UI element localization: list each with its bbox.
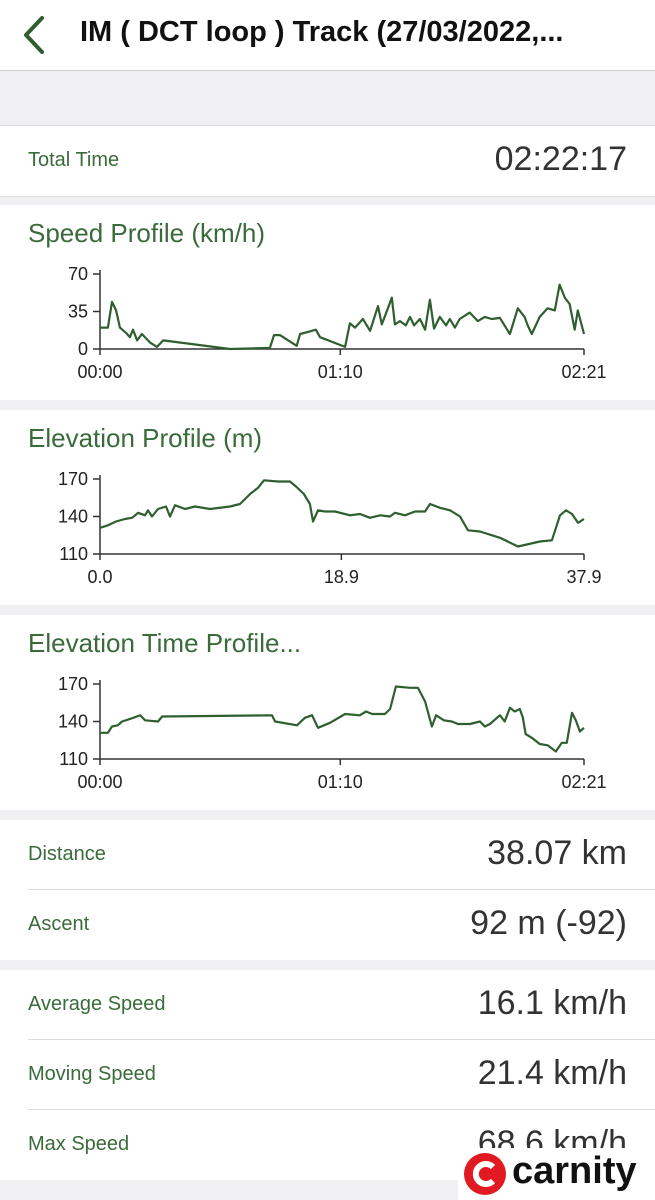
y-tick-label: 140: [58, 712, 88, 732]
row-divider: [28, 1039, 655, 1040]
watermark: carnity: [458, 1148, 655, 1200]
watermark-text: carnity: [512, 1150, 637, 1192]
row-value: 02:22:17: [494, 140, 627, 178]
y-tick-label: 0: [78, 339, 88, 359]
x-tick-label: 01:10: [318, 362, 363, 382]
back-button[interactable]: [14, 10, 54, 60]
stat-row: Average Speed 16.1 km/h: [0, 970, 655, 1040]
x-tick-label: 02:21: [561, 362, 606, 382]
page-title: IM ( DCT loop ) Track (27/03/2022,...: [80, 16, 564, 48]
y-tick-label: 170: [58, 469, 88, 489]
watermark-icon: [464, 1153, 506, 1195]
x-tick-label: 00:00: [77, 362, 122, 382]
row-label: Average Speed: [28, 993, 166, 1015]
x-tick-label: 0.0: [87, 567, 112, 587]
x-tick-label: 00:00: [77, 772, 122, 792]
x-tick-label: 01:10: [318, 772, 363, 792]
row-divider: [28, 1109, 655, 1110]
stat-row: Ascent 92 m (-92): [0, 890, 655, 960]
data-line: [100, 685, 585, 753]
chart-title: Speed Profile (km/h): [28, 218, 265, 248]
stat-row: Distance 38.07 km: [0, 820, 655, 890]
y-tick-label: 35: [68, 302, 88, 322]
x-tick-label: 18.9: [324, 567, 359, 587]
row-value: 38.07 km: [487, 834, 627, 872]
chart-title: Elevation Time Profile...: [28, 628, 301, 658]
row-label: Distance: [28, 843, 106, 865]
y-tick-label: 170: [58, 674, 88, 694]
row-divider: [28, 889, 655, 890]
stat-row: Moving Speed 21.4 km/h: [0, 1040, 655, 1110]
nav-bar: IM ( DCT loop ) Track (27/03/2022,...: [0, 0, 655, 71]
chart: Elevation Profile (m) 110 140 170 0.0 18.9 37.…: [28, 423, 602, 587]
y-tick-label: 70: [68, 264, 88, 284]
row-value: 21.4 km/h: [477, 1054, 627, 1092]
data-line: [100, 283, 586, 351]
row-label: Total Time: [28, 149, 120, 171]
y-tick-label: 110: [59, 749, 88, 769]
row-label: Max Speed: [28, 1133, 130, 1155]
chart-card: Speed Profile (km/h) 0 35 70 00:00 01:10 02:21: [0, 205, 655, 400]
data-line: [99, 479, 585, 548]
chart: Elevation Time Profile... 110 140 170 00:00 0…: [28, 628, 607, 792]
x-tick-label: 37.9: [566, 567, 601, 587]
chart-card: Elevation Time Profile... 110 140 170 00:00 0…: [0, 615, 655, 810]
x-tick-label: 02:21: [561, 772, 606, 792]
chart: Speed Profile (km/h) 0 35 70 00:00 01:10 02:21: [28, 218, 607, 382]
row-value: 16.1 km/h: [477, 984, 627, 1022]
chart-title: Elevation Profile (m): [28, 423, 262, 453]
row-label: Ascent: [28, 913, 90, 935]
y-tick-label: 140: [58, 507, 88, 527]
total-time-row: Total Time 02:22:17: [0, 125, 655, 197]
chart-card: Elevation Profile (m) 110 140 170 0.0 18.9 37.…: [0, 410, 655, 605]
row-value: 92 m (-92): [470, 904, 627, 942]
y-tick-label: 110: [59, 544, 88, 564]
row-label: Moving Speed: [28, 1063, 156, 1085]
